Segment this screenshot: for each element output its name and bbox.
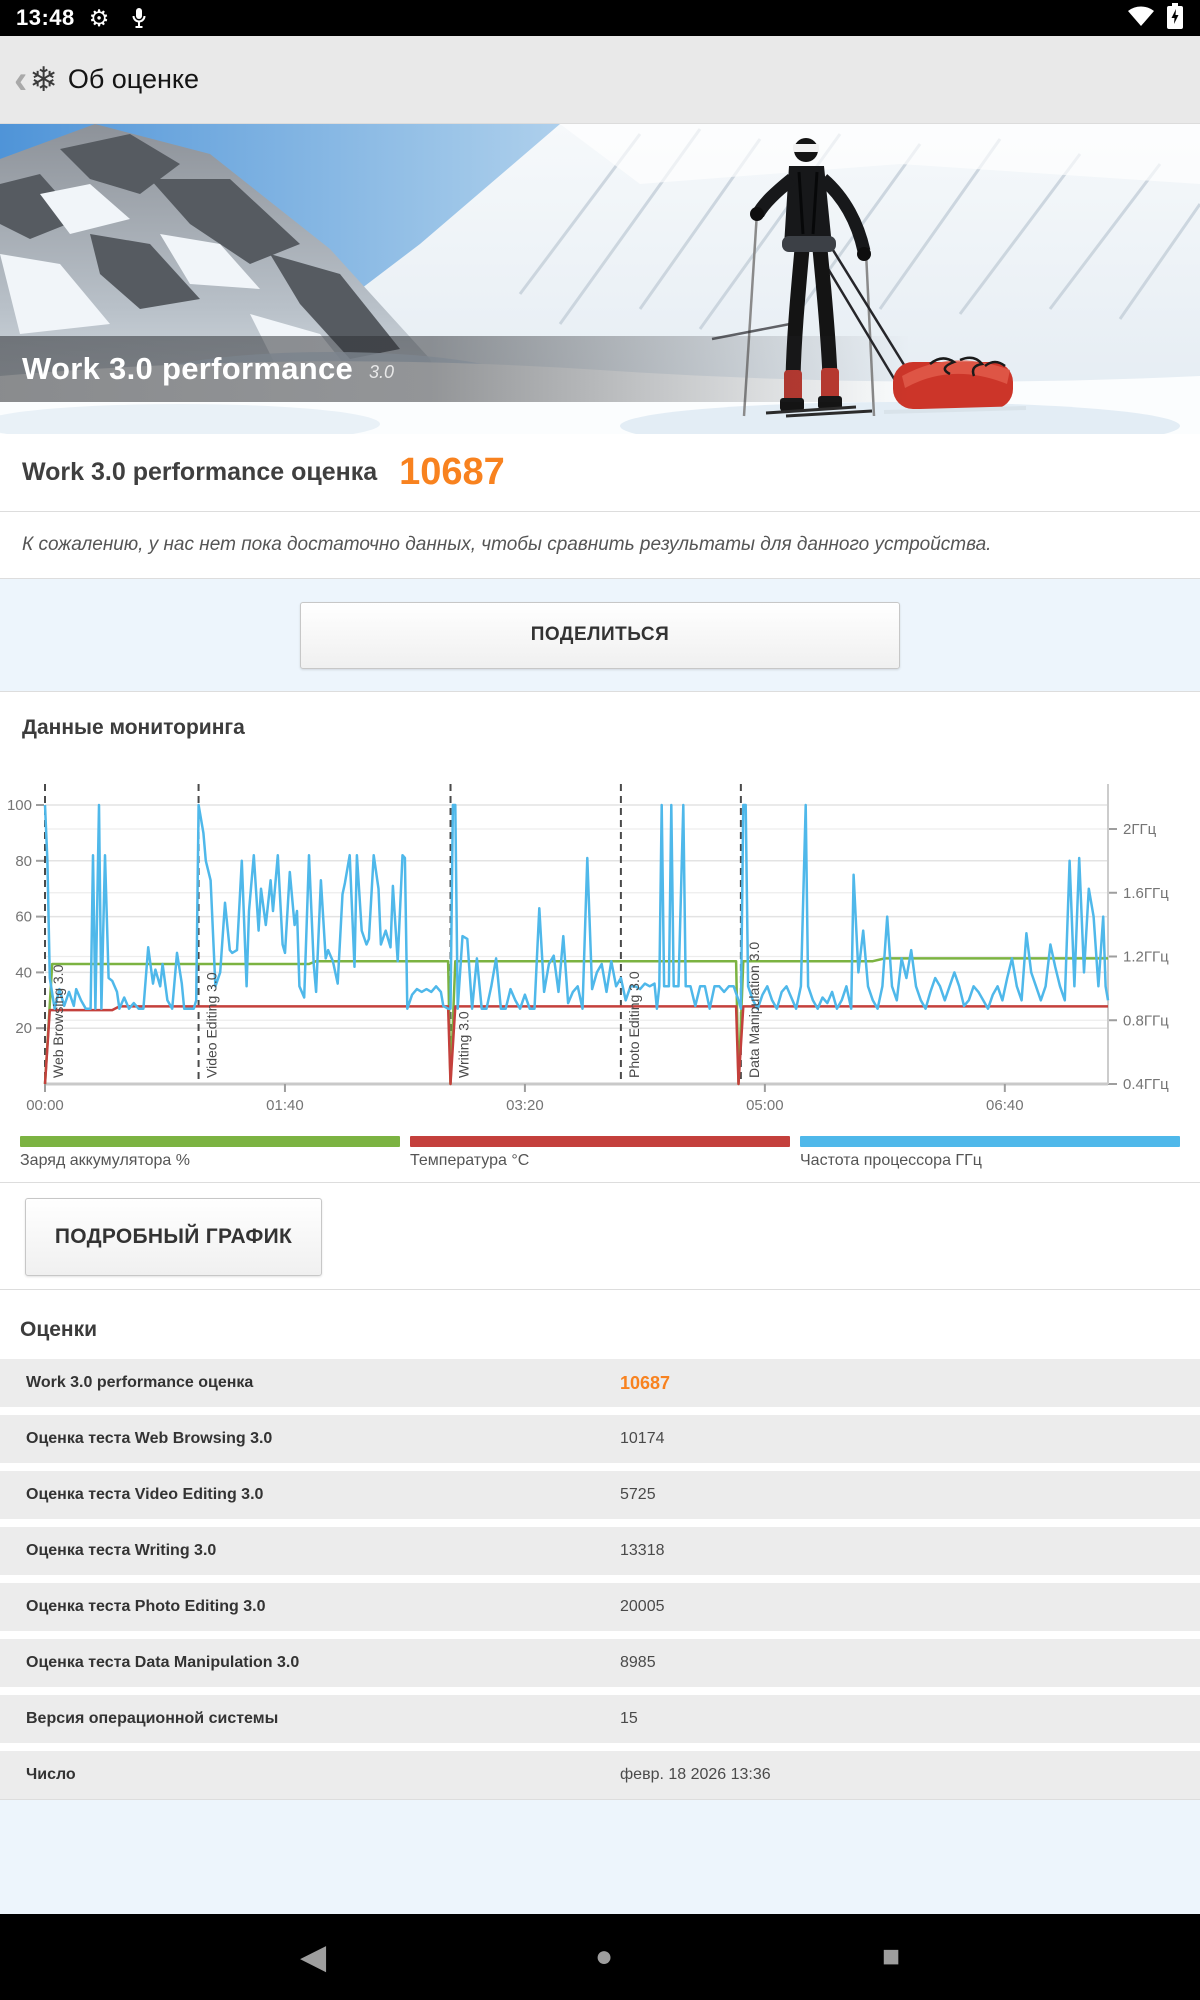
page-title: Об оценке (67, 64, 200, 94)
nav-back-icon[interactable]: ◀ (300, 1938, 327, 1976)
legend-swatch-battery (20, 1136, 400, 1147)
row-value: 15 (620, 1710, 638, 1727)
app-bar: ‹ ❄ Об оценке (0, 36, 1200, 124)
row-label: Версия операционной системы (26, 1710, 279, 1727)
row-value: 5725 (620, 1486, 656, 1503)
legend-item-temperature: Температура °C (410, 1136, 790, 1182)
back-chevron-icon[interactable]: ‹ (14, 57, 28, 102)
row-label: Оценка теста Photo Editing 3.0 (26, 1598, 266, 1615)
legend-swatch-frequency (800, 1136, 1180, 1147)
chart-legend: Заряд аккумулятора % Температура °C Част… (0, 1136, 1200, 1182)
scores-table: Work 3.0 performance оценка 10687 Оценка т… (0, 1359, 1200, 1799)
snowflake-logo-icon: ❄ (29, 60, 58, 99)
svg-text:1.2ГГц: 1.2ГГц (1123, 949, 1169, 966)
svg-text:00:00: 00:00 (26, 1097, 64, 1114)
svg-text:Data Manipulation 3.0: Data Manipulation 3.0 (746, 942, 762, 1078)
clock: 13:48 (16, 5, 75, 30)
svg-text:40: 40 (15, 964, 32, 981)
legend-label-frequency: Частота процессора ГГц (800, 1152, 982, 1169)
row-value: 10174 (620, 1430, 665, 1447)
scores-header: Оценки (0, 1289, 1200, 1350)
row-value: 13318 (620, 1542, 665, 1559)
detail-graph-section: ПОДРОБНЫЙ ГРАФИК (0, 1182, 1200, 1289)
row-value: февр. 18 2026 13:36 (620, 1766, 771, 1783)
navigation-bar: ◀ ● ■ (0, 1914, 1200, 2000)
table-row: Оценка теста Data Manipulation 3.0 8985 (0, 1639, 1200, 1687)
svg-text:1.6ГГц: 1.6ГГц (1123, 885, 1169, 902)
nav-home-icon[interactable]: ● (594, 1940, 614, 1973)
svg-text:Web Browsing 3.0: Web Browsing 3.0 (50, 964, 66, 1078)
hero-image: Work 3.0 performance 3.0 (0, 124, 1200, 434)
svg-text:80: 80 (15, 853, 32, 870)
row-value: 10687 (620, 1372, 671, 1393)
monitoring-header: Данные мониторинга (0, 692, 1200, 746)
table-row: Оценка теста Writing 3.0 13318 (0, 1527, 1200, 1575)
row-value: 20005 (620, 1598, 665, 1615)
legend-label-battery: Заряд аккумулятора % (20, 1152, 190, 1169)
score-label: Work 3.0 performance оценка (22, 458, 378, 486)
row-label: Оценка теста Web Browsing 3.0 (26, 1430, 273, 1447)
svg-text:03:20: 03:20 (506, 1097, 544, 1114)
legend-item-frequency: Частота процессора ГГц (800, 1136, 1180, 1182)
svg-text:2ГГц: 2ГГц (1123, 821, 1157, 838)
svg-text:20: 20 (15, 1020, 32, 1037)
svg-text:01:40: 01:40 (266, 1097, 304, 1114)
mic-icon (131, 7, 147, 29)
benchmark-title: Work 3.0 performance (22, 351, 354, 386)
wifi-icon (1126, 4, 1156, 33)
monitoring-title: Данные мониторинга (22, 716, 245, 739)
legend-item-battery: Заряд аккумулятора % (20, 1136, 400, 1182)
table-row: Оценка теста Photo Editing 3.0 20005 (0, 1583, 1200, 1631)
page-background-gap (0, 1800, 1200, 1914)
settings-icon: ⚙ (88, 4, 110, 31)
row-label: Оценка теста Writing 3.0 (26, 1542, 217, 1559)
table-row: Число февр. 18 2026 13:36 (0, 1751, 1200, 1799)
score-value: 10687 (399, 451, 505, 493)
status-bar: 13:48 ⚙ (0, 0, 1200, 36)
share-button[interactable]: ПОДЕЛИТЬСЯ (300, 601, 900, 669)
svg-text:0.8ГГц: 0.8ГГц (1123, 1012, 1169, 1029)
comparison-note: К сожалению, у нас нет пока достаточно д… (22, 534, 992, 555)
svg-text:06:40: 06:40 (986, 1097, 1024, 1114)
svg-text:60: 60 (15, 909, 32, 926)
hero-title-band: Work 3.0 performance 3.0 (0, 336, 958, 402)
score-section: Work 3.0 performance оценка 10687 (0, 434, 1200, 512)
scores-title: Оценки (20, 1318, 98, 1341)
monitoring-chart: 20 40 60 80 100 0.4ГГц 0.8ГГц 1.2ГГц 1.6ГГц 2ГГц 0… (0, 746, 1200, 1136)
row-label: Число (26, 1766, 76, 1783)
nav-recents-icon[interactable]: ■ (881, 1940, 900, 1973)
row-value: 8985 (620, 1654, 656, 1671)
table-row: Версия операционной системы 15 (0, 1695, 1200, 1743)
battery-charging-icon (1166, 2, 1184, 35)
benchmark-version: 3.0 (369, 361, 395, 382)
share-section: ПОДЕЛИТЬСЯ (0, 579, 1200, 691)
svg-text:Writing 3.0: Writing 3.0 (456, 1011, 472, 1078)
detailed-graph-button[interactable]: ПОДРОБНЫЙ ГРАФИК (25, 1198, 322, 1276)
row-label: Work 3.0 performance оценка (26, 1374, 254, 1391)
table-row: Work 3.0 performance оценка 10687 (0, 1359, 1200, 1407)
svg-text:Video Editing 3.0: Video Editing 3.0 (204, 972, 220, 1078)
monitoring-card: Данные мониторинга 20 40 60 80 100 0.4ГГц 0.8Г… (0, 691, 1200, 1800)
table-row: Оценка теста Video Editing 3.0 5725 (0, 1471, 1200, 1519)
row-label: Оценка теста Data Manipulation 3.0 (26, 1654, 300, 1671)
svg-text:0.4ГГц: 0.4ГГц (1123, 1076, 1169, 1093)
row-label: Оценка теста Video Editing 3.0 (26, 1486, 264, 1503)
table-row: Оценка теста Web Browsing 3.0 10174 (0, 1415, 1200, 1463)
svg-text:100: 100 (7, 797, 32, 814)
legend-label-temperature: Температура °C (410, 1152, 530, 1169)
svg-text:Photo Editing 3.0: Photo Editing 3.0 (626, 971, 642, 1078)
legend-swatch-temperature (410, 1136, 790, 1147)
note-section: К сожалению, у нас нет пока достаточно д… (0, 512, 1200, 579)
svg-text:05:00: 05:00 (746, 1097, 784, 1114)
